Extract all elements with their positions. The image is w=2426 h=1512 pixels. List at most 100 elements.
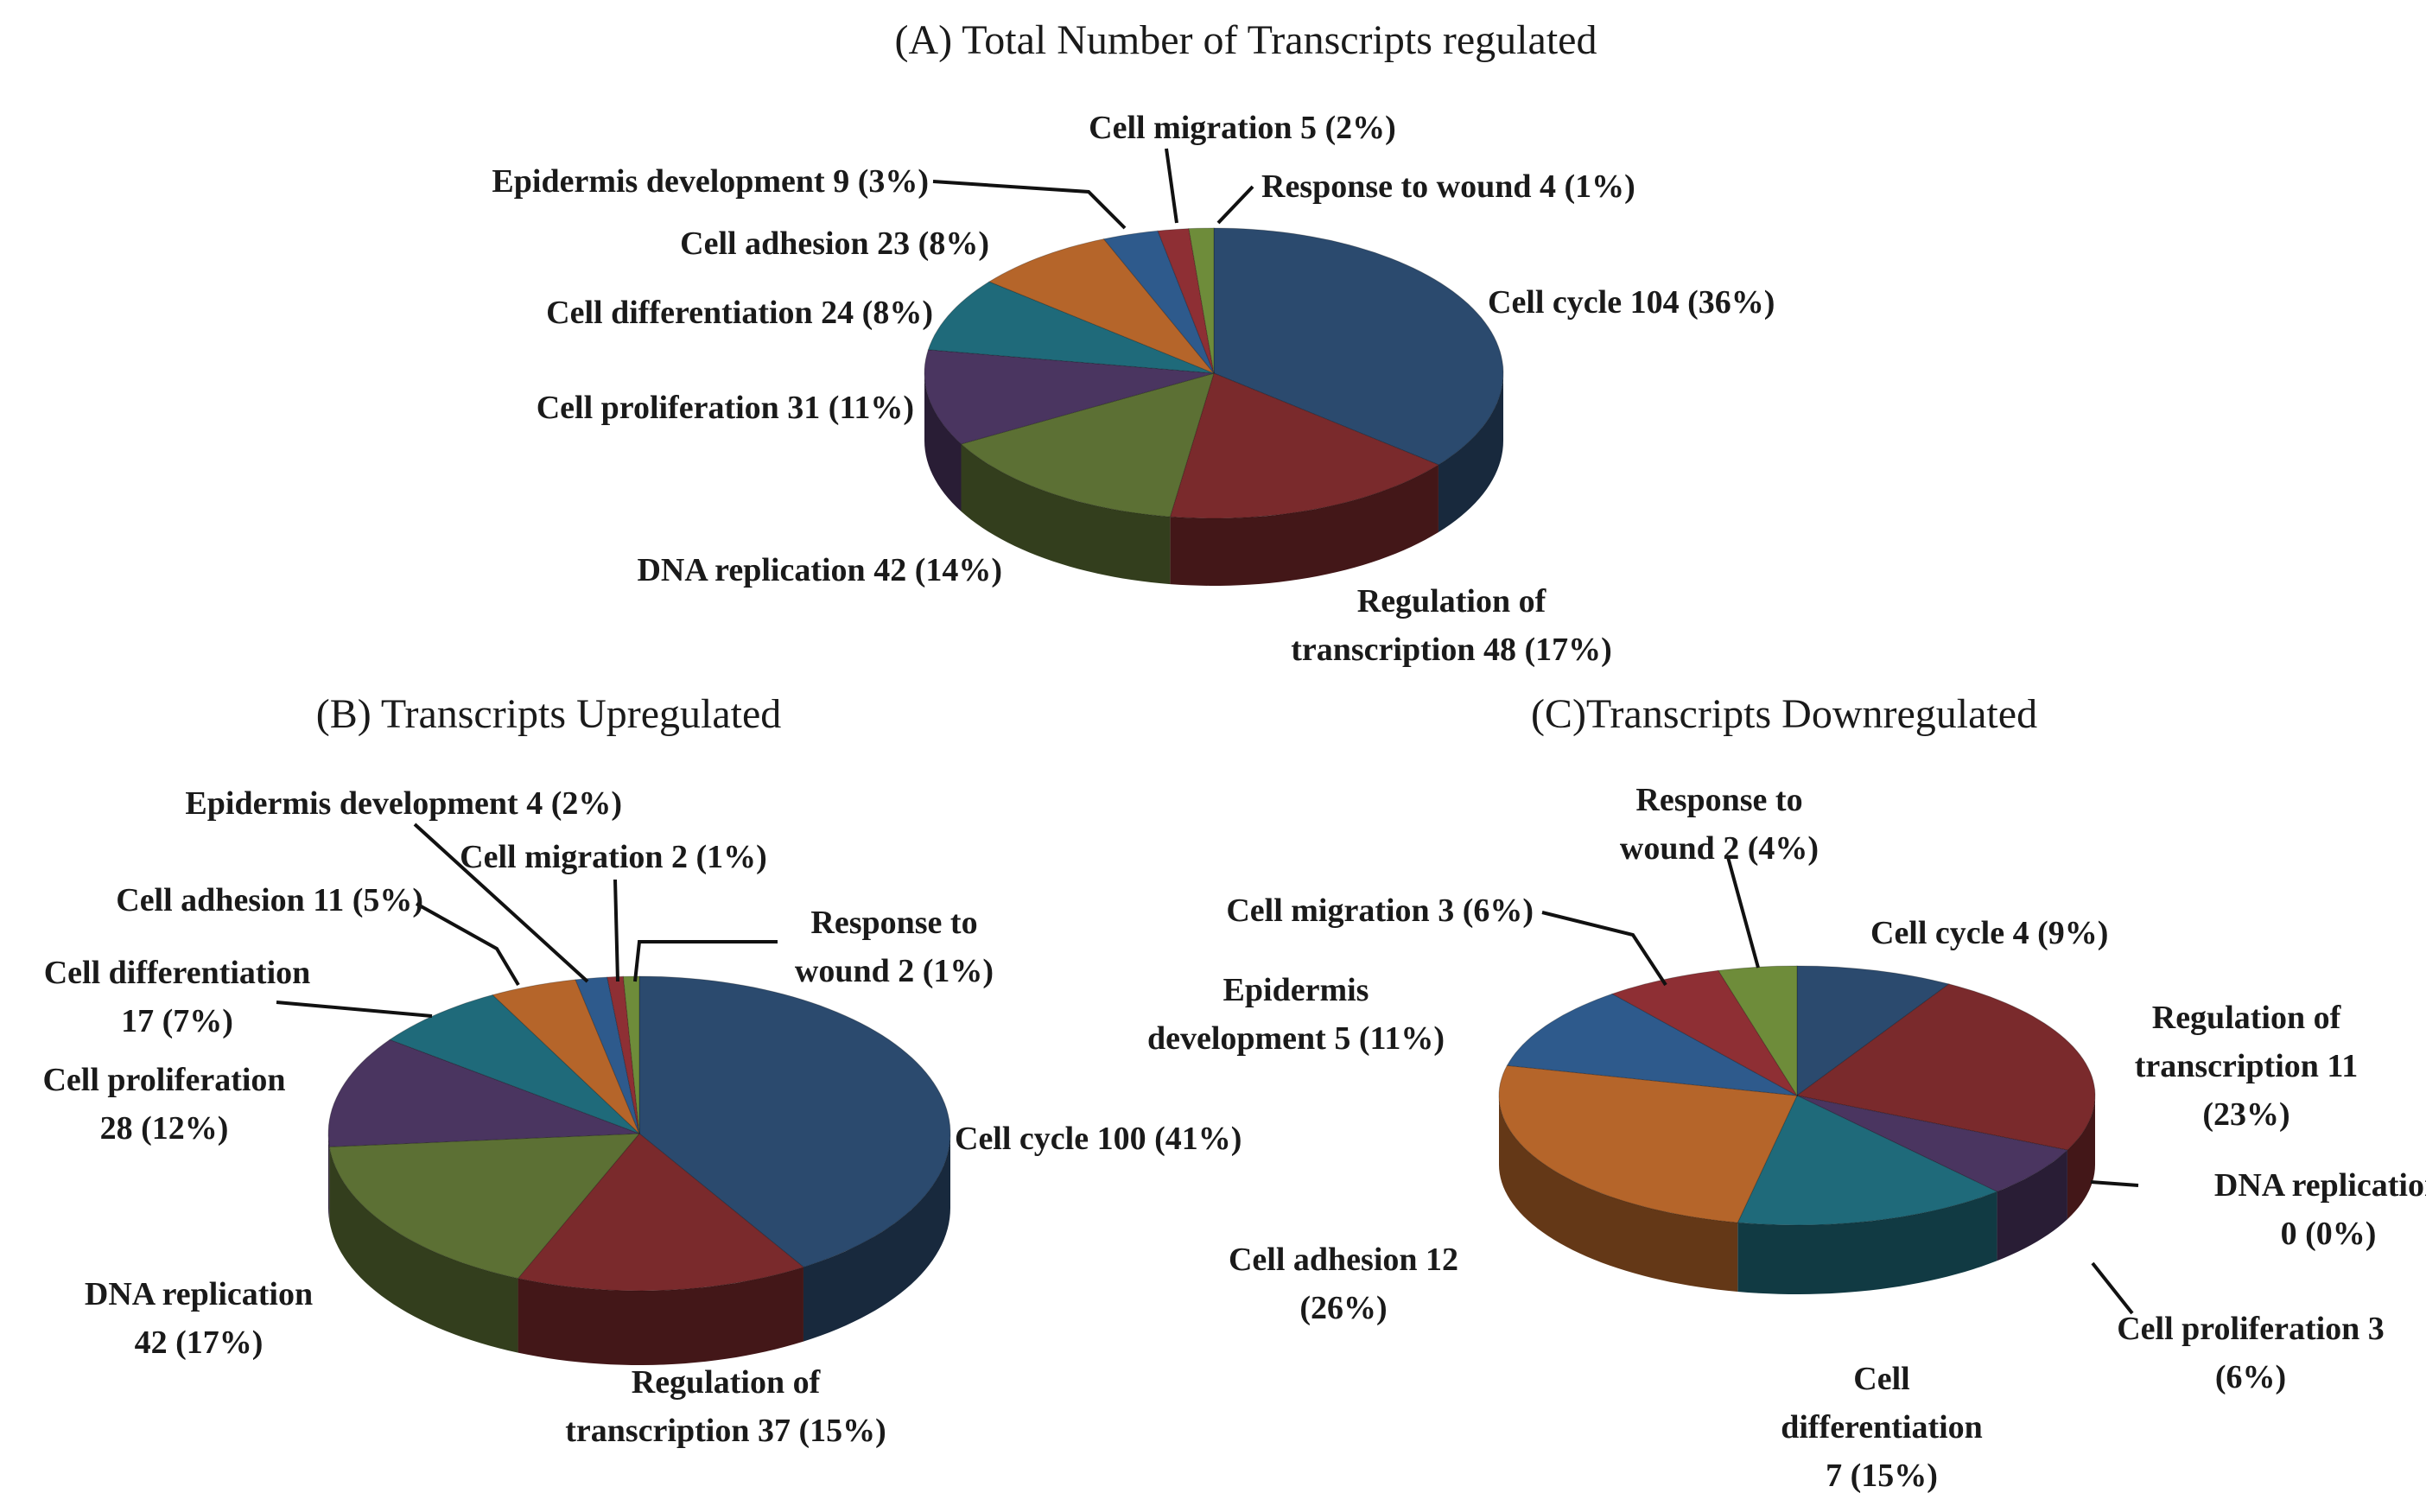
- pie-side-cell-proliferation: [1997, 1150, 2067, 1261]
- pie-slice-cell-differentiation: [927, 281, 1215, 374]
- slice-label-line: Regulation of: [2152, 1000, 2342, 1036]
- pie-side-cell-cycle: [1438, 373, 1503, 532]
- slice-label-line: Cell adhesion 12: [1229, 1242, 1458, 1278]
- pie-slice-cell-cycle: [1213, 227, 1504, 466]
- pie-slice-regulation-of-transcription: [1795, 983, 2096, 1151]
- slice-label-line: DNA replication: [85, 1276, 313, 1312]
- pie-slice-cell-cycle: [1796, 965, 1950, 1096]
- slice-label-line: Response to: [1635, 782, 1802, 818]
- slice-label-line: development 5 (11%): [1147, 1020, 1445, 1057]
- leader-line-cell-migration: [1165, 148, 1178, 224]
- slice-label-cell-proliferation: Cell proliferation 28 (12%): [42, 1062, 285, 1147]
- slice-label-regulation-of-transcription: Regulation of transcription 37 (15%): [565, 1364, 886, 1449]
- slice-label-epidermis-development: Epidermis development 9 (3%): [492, 163, 929, 200]
- pie-slice-response-to-wound: [1188, 227, 1215, 374]
- slice-label-line: 7 (15%): [1826, 1458, 1938, 1494]
- slice-label-line: transcription 37 (15%): [565, 1413, 886, 1449]
- chart-b-title: (B) Transcripts Upregulated: [316, 691, 782, 737]
- slice-label-response-to-wound: Response to wound 2 (4%): [1620, 782, 1819, 867]
- leader-line-cell-migration: [1541, 911, 1667, 987]
- slice-label-line: Response to wound 4 (1%): [1261, 168, 1635, 205]
- slice-label-cell-migration: Cell migration 5 (2%): [1089, 110, 1396, 146]
- slice-label-line: Cell cycle 4 (9%): [1870, 915, 2108, 951]
- pie-slice-regulation-of-transcription: [1169, 372, 1440, 519]
- leader-line-cell-adhesion: [416, 902, 520, 987]
- pie-slice-cell-differentiation: [389, 994, 640, 1134]
- slice-label-line: 0 (0%): [2281, 1216, 2377, 1252]
- slice-label-line: Cell differentiation: [44, 955, 311, 991]
- slice-label-line: transcription 11: [2135, 1048, 2359, 1084]
- slice-label-response-to-wound: Response to wound 4 (1%): [1261, 168, 1635, 205]
- pie-slice-dna-replication: [328, 1133, 641, 1280]
- slice-label-line: transcription 48 (17%): [1291, 632, 1612, 668]
- pie-slice-cell-adhesion: [492, 979, 640, 1134]
- pie-slice-epidermis-development: [1102, 230, 1215, 374]
- slice-label-response-to-wound: Response to wound 2 (1%): [795, 905, 994, 989]
- slice-label-line: 28 (12%): [100, 1110, 229, 1147]
- slice-label-line: Cell: [1853, 1361, 1909, 1397]
- slice-label-cell-cycle: Cell cycle 100 (41%): [955, 1121, 1242, 1157]
- pie-side-cell-differentiation: [1737, 1191, 1997, 1294]
- pie-side-regulation-of-transcription: [2067, 1096, 2095, 1220]
- slice-label-epidermis-development: Epidermis development 4 (2%): [185, 785, 622, 822]
- pie-side-cell-proliferation: [924, 373, 962, 511]
- pie-side-regulation-of-transcription: [518, 1267, 803, 1365]
- slice-label-cell-adhesion: Cell adhesion 11 (5%): [116, 882, 423, 918]
- slice-label-line: DNA replication 42 (14%): [637, 552, 1002, 588]
- leader-line-epidermis-development: [413, 823, 589, 983]
- slice-label-line: wound 2 (4%): [1620, 830, 1819, 867]
- pie-side-walls: [328, 1134, 950, 1365]
- pie-slice-cell-differentiation: [1737, 1095, 1998, 1226]
- slice-label-line: 42 (17%): [135, 1325, 264, 1361]
- pie-side-cell-cycle: [803, 1134, 950, 1342]
- leader-line-response-to-wound: [1726, 856, 1760, 969]
- leader-line-cell-differentiation: [276, 1001, 433, 1018]
- slice-label-regulation-of-transcription: Regulation of transcription 11 (23%): [2135, 1000, 2359, 1133]
- leader-line-cell-proliferation: [2091, 1261, 2134, 1315]
- pie-chart-b: Cell cycle 100 (41%) Regulation of transcr…: [42, 785, 1242, 1449]
- slice-label-cell-cycle: Cell cycle 104 (36%): [1488, 284, 1775, 321]
- slice-label-cell-proliferation: Cell proliferation 3 (6%): [2117, 1311, 2385, 1395]
- pie-slice-regulation-of-transcription: [517, 1133, 805, 1292]
- slice-label-line: Epidermis: [1223, 972, 1369, 1008]
- slice-label-cell-migration: Cell migration 2 (1%): [460, 839, 767, 875]
- slice-label-cell-migration: Cell migration 3 (6%): [1226, 893, 1534, 929]
- slice-label-line: DNA replication: [2214, 1167, 2426, 1204]
- slice-label-line: Cell adhesion 11 (5%): [116, 882, 423, 918]
- slice-label-line: Epidermis development 4 (2%): [185, 785, 622, 822]
- pie-slice-cell-migration: [606, 975, 640, 1134]
- slice-label-line: wound 2 (1%): [795, 953, 994, 989]
- slice-label-line: Response to: [810, 905, 977, 941]
- slice-label-epidermis-development: Epidermis development 5 (11%): [1147, 972, 1445, 1057]
- pie-slice-cell-proliferation: [1796, 1095, 2068, 1192]
- leader-line-epidermis-development: [932, 180, 1127, 230]
- pie-slice-dna-replication: [960, 372, 1215, 518]
- slice-label-line: (26%): [1299, 1290, 1387, 1326]
- pie-side-dna-replication: [329, 1147, 518, 1353]
- leader-line-response-to-wound: [1216, 185, 1254, 225]
- slice-label-line: differentiation: [1781, 1409, 1983, 1445]
- leader-line-response-to-wound: [633, 940, 778, 982]
- slice-label-cell-adhesion: Cell adhesion 12 (26%): [1229, 1242, 1458, 1326]
- pie-side-cell-adhesion: [1499, 1096, 1738, 1292]
- chart-a-title: (A) Total Number of Transcripts regulate…: [895, 17, 1597, 63]
- slice-label-line: Cell cycle 104 (36%): [1488, 284, 1775, 321]
- leader-line-dna-replication: [2090, 1180, 2139, 1187]
- slice-label-line: Cell migration 3 (6%): [1226, 893, 1534, 929]
- slice-label-dna-replication: DNA replication 42 (17%): [85, 1276, 313, 1361]
- slice-label-line: Cell proliferation: [42, 1062, 285, 1098]
- slice-label-line: 17 (7%): [121, 1003, 233, 1039]
- slice-label-cell-differentiation: Cell differentiation 7 (15%): [1781, 1361, 1983, 1494]
- slice-label-dna-replication: DNA replication 42 (14%): [637, 552, 1002, 588]
- pie-slice-cell-adhesion: [988, 238, 1215, 374]
- pie-chart-a: Cell cycle 104 (36%) Regulation of transcr…: [492, 110, 1775, 668]
- slice-label-cell-cycle: Cell cycle 4 (9%): [1870, 915, 2108, 951]
- slice-label-line: Cell adhesion 23 (8%): [680, 226, 989, 262]
- chart-c-title: (C)Transcripts Downregulated: [1531, 691, 2037, 737]
- pie-slice-cell-adhesion: [1498, 1064, 1798, 1223]
- slice-label-line: Cell migration 2 (1%): [460, 839, 767, 875]
- slice-label-line: Cell proliferation 31 (11%): [537, 390, 914, 426]
- pie-chart-c: Cell cycle 4 (9%) Regulation of transcript…: [1147, 782, 2426, 1494]
- slice-label-line: Cell proliferation 3: [2117, 1311, 2385, 1347]
- pie-slice-epidermis-development: [1506, 993, 1798, 1096]
